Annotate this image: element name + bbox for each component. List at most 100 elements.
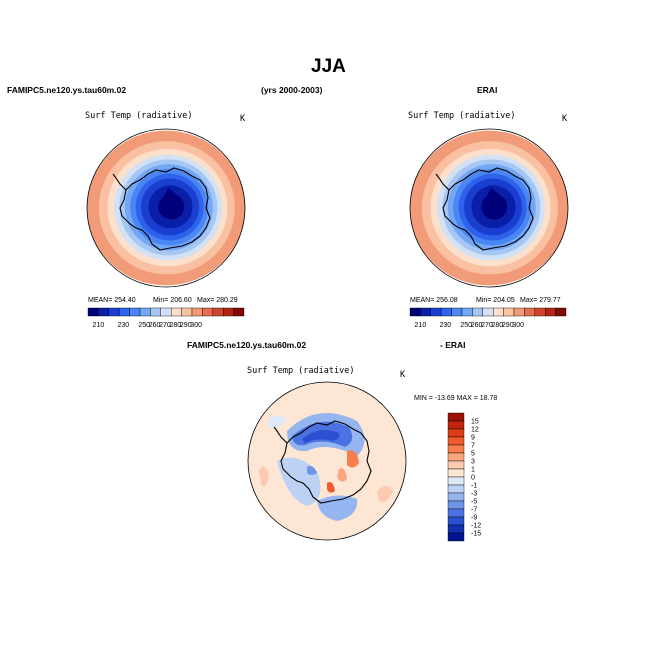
- panel1-variable-label: Surf Temp (radiative): [85, 111, 193, 121]
- p3-coastline: [280, 420, 372, 504]
- p3-peninsula: [273, 426, 288, 444]
- p2-peninsula: [435, 173, 450, 191]
- panel3-units-label: K: [400, 370, 406, 380]
- p3-swatch-2: [447, 428, 465, 438]
- diff-model-label: FAMIPC5.ne120.ys.tau60m.02: [187, 340, 307, 350]
- p3-swatch-10: [447, 492, 465, 502]
- p2-tick-label: 210: [415, 322, 427, 329]
- left-model-label: FAMIPC5.ne120.ys.tau60m.02: [7, 85, 127, 95]
- p3-patch-5: [267, 415, 287, 429]
- p3-tick-label: 0: [471, 475, 475, 482]
- p3-tick-label: -3: [471, 491, 477, 498]
- p1-swatch-7: [160, 307, 172, 317]
- p3-swatch-1: [447, 420, 465, 430]
- p3-tick-label: -7: [471, 507, 477, 514]
- p3-tick-label: -12: [471, 523, 481, 530]
- p2-swatch-2: [430, 307, 442, 317]
- p1-tick-label: 280: [170, 322, 182, 329]
- diff-obs-label: - ERAI: [440, 340, 466, 350]
- p2-swatch-8: [492, 307, 504, 317]
- p1-map-boundary: [86, 128, 246, 288]
- p3-map-boundary: [247, 381, 407, 541]
- panel2-mean: MEAN= 256.08: [410, 297, 458, 304]
- p2-tick-label: 300: [512, 322, 524, 329]
- p3-patch-9: [259, 466, 269, 487]
- p1-swatch-10: [191, 307, 203, 317]
- panel3-minmax: MIN = -13.69 MAX = 18.78: [414, 395, 498, 402]
- p2-swatch-9: [503, 307, 515, 317]
- p2-swatch-5: [461, 307, 473, 317]
- p2-swatch-12: [534, 307, 546, 317]
- p1-swatch-4: [129, 307, 141, 317]
- p2-swatch-10: [513, 307, 525, 317]
- p3-tick-label: 7: [471, 443, 475, 450]
- panel2-map: [409, 128, 569, 288]
- panel1-mean: MEAN= 254.40: [88, 297, 136, 304]
- p3-patch-8: [327, 482, 335, 493]
- p1-tick-label: 270: [159, 322, 171, 329]
- p1-swatch-13: [222, 307, 234, 317]
- p1-tick-label: 260: [149, 322, 161, 329]
- p3-swatch-12: [447, 508, 465, 518]
- p3-tick-label: -5: [471, 499, 477, 506]
- p3-swatch-4: [447, 444, 465, 454]
- p2-swatch-13: [544, 307, 556, 317]
- p3-swatch-8: [447, 476, 465, 486]
- p1-swatch-8: [170, 307, 182, 317]
- panel2-units-label: K: [562, 114, 568, 124]
- p3-swatch-13: [447, 516, 465, 526]
- p2-swatch-4: [451, 307, 463, 317]
- p2-tick-label: 250: [460, 322, 472, 329]
- p2-tick-label: 230: [440, 322, 452, 329]
- right-obs-label: ERAI: [477, 85, 498, 95]
- p2-swatch-11: [524, 307, 536, 317]
- p3-swatch-5: [447, 452, 465, 462]
- p1-swatch-14: [233, 307, 245, 317]
- p3-tick-label: 5: [471, 451, 475, 458]
- p3-swatch-6: [447, 460, 465, 470]
- p1-cold-plateau: [162, 188, 178, 220]
- p3-swatch-15: [447, 532, 465, 542]
- p1-tick-label: 210: [93, 322, 105, 329]
- p3-swatch-0: [447, 412, 465, 422]
- p3-tick-label: 12: [471, 427, 479, 434]
- p1-tick-label: 250: [138, 322, 150, 329]
- p3-tick-label: -9: [471, 515, 477, 522]
- panel2-max: Max= 279.77: [520, 297, 561, 304]
- panel1-max: Max= 280.29: [197, 297, 238, 304]
- p1-tick-label: 300: [190, 322, 202, 329]
- p2-swatch-14: [555, 307, 567, 317]
- p1-swatch-6: [150, 307, 162, 317]
- p1-coastline: [119, 167, 211, 251]
- p3-swatch-3: [447, 436, 465, 446]
- p1-swatch-12: [212, 307, 224, 317]
- p3-tick-label: 9: [471, 435, 475, 442]
- p2-coastline: [442, 167, 534, 251]
- p2-cold-plateau: [485, 188, 501, 220]
- p3-tick-label: -1: [471, 483, 477, 490]
- p2-swatch-7: [482, 307, 494, 317]
- p1-swatch-1: [98, 307, 109, 317]
- p3-swatch-11: [447, 500, 465, 510]
- p1-tick-label: 230: [118, 322, 130, 329]
- p1-peninsula: [112, 173, 127, 191]
- p3-patch-2: [302, 430, 340, 443]
- p3-patch-11: [307, 465, 317, 475]
- p1-swatch-9: [181, 307, 193, 317]
- p3-tick-label: 1: [471, 467, 475, 474]
- panel1-map: [86, 128, 246, 288]
- panel2-variable-label: Surf Temp (radiative): [408, 111, 516, 121]
- p3-swatch-14: [447, 524, 465, 534]
- p1-tick-label: 290: [180, 322, 192, 329]
- panel3-variable-label: Surf Temp (radiative): [247, 366, 355, 376]
- p2-swatch-1: [420, 307, 431, 317]
- p2-tick-label: 270: [481, 322, 493, 329]
- p2-tick-label: 260: [471, 322, 483, 329]
- p2-tick-label: 280: [492, 322, 504, 329]
- p2-map-boundary: [409, 128, 569, 288]
- p2-swatch-3: [441, 307, 452, 317]
- p3-swatch-7: [447, 468, 465, 478]
- p2-swatch-6: [472, 307, 484, 317]
